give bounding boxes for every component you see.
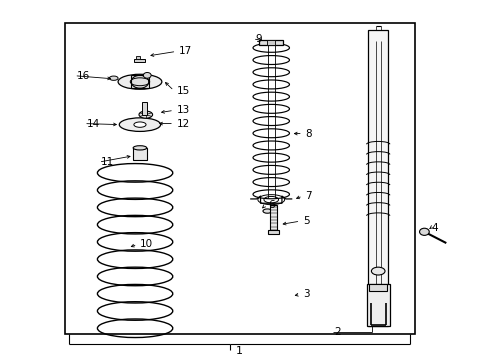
Text: 1: 1: [236, 346, 243, 356]
Text: 3: 3: [302, 289, 309, 299]
Bar: [369, 284, 386, 291]
Bar: [142, 103, 147, 114]
Bar: [134, 59, 144, 62]
Text: 6: 6: [267, 200, 274, 210]
Ellipse shape: [134, 122, 146, 127]
Text: 12: 12: [176, 118, 189, 129]
Bar: [268, 230, 279, 234]
Text: 15: 15: [176, 86, 189, 96]
Ellipse shape: [263, 209, 271, 213]
Text: 13: 13: [176, 105, 189, 115]
Text: 2: 2: [334, 327, 340, 337]
Bar: [259, 40, 283, 45]
Text: 8: 8: [305, 129, 311, 139]
Text: 14: 14: [86, 118, 100, 129]
Ellipse shape: [139, 111, 152, 118]
Text: 10: 10: [140, 239, 153, 249]
Text: 7: 7: [305, 191, 311, 201]
Bar: [366, 284, 389, 327]
Bar: [135, 56, 140, 59]
Bar: [131, 75, 148, 88]
Ellipse shape: [371, 267, 384, 275]
Ellipse shape: [133, 146, 146, 150]
Bar: [267, 40, 275, 45]
Bar: [269, 205, 277, 230]
Bar: [368, 30, 387, 327]
Text: 11: 11: [101, 157, 114, 167]
Circle shape: [419, 228, 428, 235]
Text: 17: 17: [179, 46, 192, 57]
Text: 5: 5: [302, 216, 309, 226]
Ellipse shape: [119, 118, 160, 131]
Circle shape: [143, 72, 151, 78]
Ellipse shape: [109, 76, 118, 80]
Text: 16: 16: [77, 71, 90, 81]
Bar: [64, 23, 414, 334]
Text: 4: 4: [431, 223, 437, 233]
Text: 9: 9: [255, 34, 261, 44]
Ellipse shape: [118, 74, 162, 89]
Bar: [133, 148, 146, 160]
